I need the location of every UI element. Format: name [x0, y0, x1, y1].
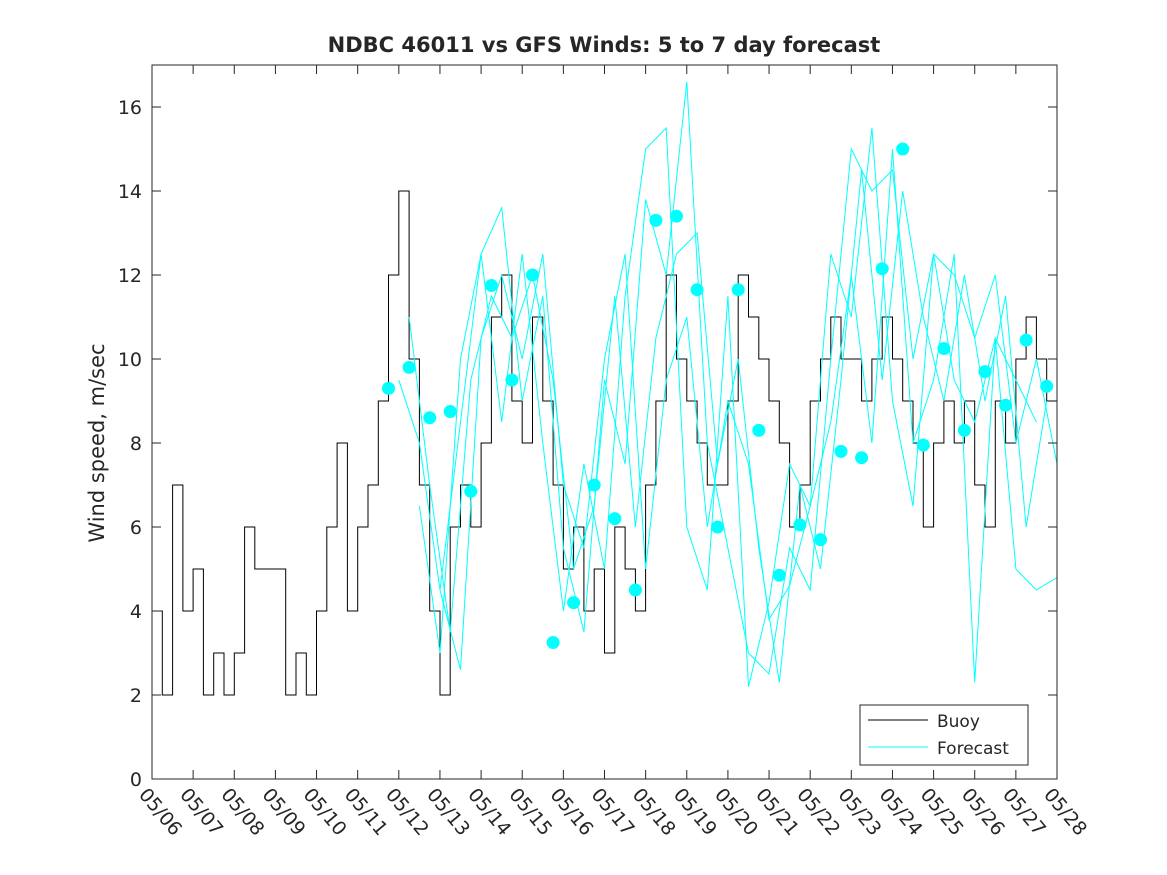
series-layer: [152, 81, 1058, 696]
forecast-point: [855, 451, 869, 465]
forecast-point: [628, 583, 642, 597]
forecast-point: [916, 438, 930, 452]
forecast-point: [484, 279, 498, 292]
y-tick-label: 16: [118, 97, 142, 119]
forecast-point: [690, 283, 704, 297]
forecast-point: [382, 381, 395, 395]
chart-title: NDBC 46011 vs GFS Winds: 5 to 7 day fore…: [328, 33, 881, 57]
forecast-point: [793, 518, 807, 532]
forecast-point: [937, 342, 951, 355]
legend-label-forecast: Forecast: [937, 739, 1009, 759]
y-tick-label: 4: [130, 601, 142, 623]
buoy-series-line: [152, 190, 1057, 696]
forecast-point: [1040, 379, 1054, 393]
forecast-point: [546, 636, 560, 649]
forecast-series-line-4: [408, 169, 1048, 683]
forecast-series-line-5: [398, 148, 1037, 683]
y-tick-label: 8: [130, 433, 142, 455]
y-axis-label: Wind speed, m/sec: [85, 343, 109, 542]
forecast-point: [957, 423, 971, 437]
forecast-point: [834, 444, 848, 458]
forecast-series-line-2: [439, 81, 1058, 676]
forecast-point: [505, 373, 519, 387]
forecast-point: [814, 533, 827, 547]
forecast-point: [567, 596, 581, 610]
y-tick-label: 6: [130, 517, 142, 539]
forecast-point: [402, 360, 416, 374]
forecast-point: [423, 411, 437, 425]
forecast-point: [1019, 333, 1033, 347]
y-tick-label: 14: [118, 181, 142, 203]
legend: Buoy Forecast: [859, 704, 1029, 766]
forecast-point: [443, 405, 457, 418]
forecast-point: [608, 512, 622, 526]
y-tick-label: 0: [130, 769, 142, 791]
forecast-point: [772, 568, 786, 582]
y-tick-label: 12: [118, 265, 142, 287]
legend-box: [859, 704, 1029, 766]
y-tick-label: 2: [130, 685, 142, 707]
y-tick-label: 10: [118, 349, 142, 371]
forecast-point: [731, 283, 745, 297]
legend-label-buoy: Buoy: [937, 712, 980, 732]
forecast-point: [464, 484, 478, 498]
forecast-point: [587, 478, 601, 492]
forecast-point: [752, 423, 766, 437]
forecast-point: [711, 520, 725, 534]
forecast-point: [896, 142, 910, 156]
forecast-point: [999, 398, 1013, 412]
plot-area: [152, 65, 1057, 779]
